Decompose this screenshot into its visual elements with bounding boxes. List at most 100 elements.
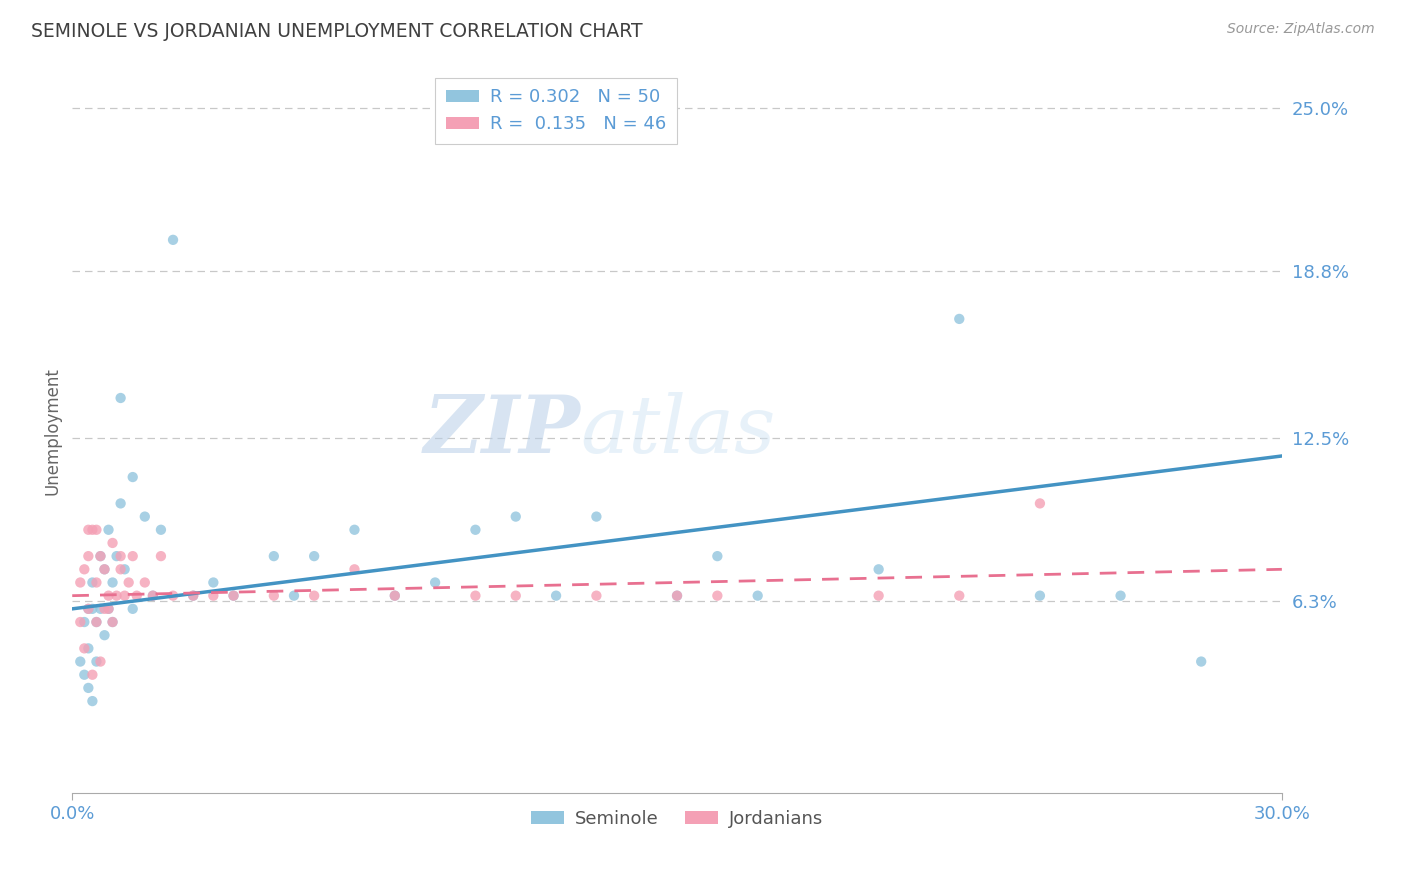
Point (343, 562, 366, 576)
Point (93, 562, 115, 576)
Point (114, 589, 136, 603)
Point (142, 589, 165, 603)
Text: Source: ZipAtlas.com: Source: ZipAtlas.com (1227, 22, 1375, 37)
Point (263, 549, 285, 563)
Point (77, 523, 100, 537)
Point (546, 589, 568, 603)
Point (86, 615, 108, 629)
Point (181, 589, 204, 603)
Point (77, 602, 100, 616)
Point (948, 312, 970, 326)
Point (125, 589, 148, 603)
Point (149, 523, 172, 537)
Point (86, 575, 108, 590)
Point (134, 575, 156, 590)
Point (89, 602, 111, 616)
Point (110, 549, 132, 563)
Point (101, 615, 124, 629)
Point (73, 641, 96, 656)
Point (868, 589, 890, 603)
Point (283, 589, 305, 603)
Point (69, 575, 91, 590)
Text: atlas: atlas (581, 392, 776, 470)
Point (585, 589, 607, 603)
Point (97, 602, 120, 616)
Point (69, 615, 91, 629)
Point (89, 549, 111, 563)
Point (423, 575, 446, 590)
Point (706, 589, 728, 603)
Point (77, 681, 100, 695)
Point (149, 549, 172, 563)
Point (97, 523, 120, 537)
Point (82, 602, 104, 616)
Point (69, 655, 91, 669)
Point (868, 562, 890, 576)
Point (73, 667, 96, 681)
Legend: Seminole, Jordanians: Seminole, Jordanians (524, 803, 830, 835)
Point (134, 509, 156, 524)
Point (384, 589, 406, 603)
Point (1029, 496, 1052, 510)
Point (181, 589, 204, 603)
Point (110, 391, 132, 405)
Point (73, 562, 96, 576)
Point (162, 589, 184, 603)
Point (77, 641, 100, 656)
Point (93, 628, 115, 642)
Point (121, 602, 143, 616)
Point (101, 536, 124, 550)
Point (505, 589, 527, 603)
Point (222, 589, 245, 603)
Point (202, 575, 225, 590)
Point (86, 615, 108, 629)
Point (82, 694, 104, 708)
Point (1029, 589, 1052, 603)
Point (118, 575, 141, 590)
Point (86, 655, 108, 669)
Point (82, 523, 104, 537)
Point (948, 589, 970, 603)
Point (747, 589, 769, 603)
Point (263, 589, 285, 603)
Point (121, 549, 143, 563)
Point (202, 589, 225, 603)
Point (110, 496, 132, 510)
Point (73, 615, 96, 629)
Point (114, 562, 136, 576)
Point (1189, 655, 1212, 669)
Point (302, 589, 325, 603)
Point (505, 509, 527, 524)
Point (464, 589, 486, 603)
Point (302, 549, 325, 563)
Text: ZIP: ZIP (423, 392, 581, 470)
Point (384, 589, 406, 603)
Point (1109, 589, 1132, 603)
Point (93, 602, 115, 616)
Point (666, 589, 689, 603)
Point (82, 667, 104, 681)
Point (89, 549, 111, 563)
Y-axis label: Unemployment: Unemployment (44, 367, 60, 495)
Point (666, 589, 689, 603)
Point (110, 562, 132, 576)
Point (101, 615, 124, 629)
Point (93, 562, 115, 576)
Point (162, 233, 184, 247)
Point (77, 549, 100, 563)
Point (97, 589, 120, 603)
Point (706, 549, 728, 563)
Point (105, 589, 128, 603)
Point (121, 470, 143, 484)
Point (343, 523, 366, 537)
Point (86, 523, 108, 537)
Point (89, 655, 111, 669)
Text: SEMINOLE VS JORDANIAN UNEMPLOYMENT CORRELATION CHART: SEMINOLE VS JORDANIAN UNEMPLOYMENT CORRE… (31, 22, 643, 41)
Point (105, 549, 128, 563)
Point (222, 589, 245, 603)
Point (97, 602, 120, 616)
Point (585, 509, 607, 524)
Point (101, 575, 124, 590)
Point (82, 575, 104, 590)
Point (142, 589, 165, 603)
